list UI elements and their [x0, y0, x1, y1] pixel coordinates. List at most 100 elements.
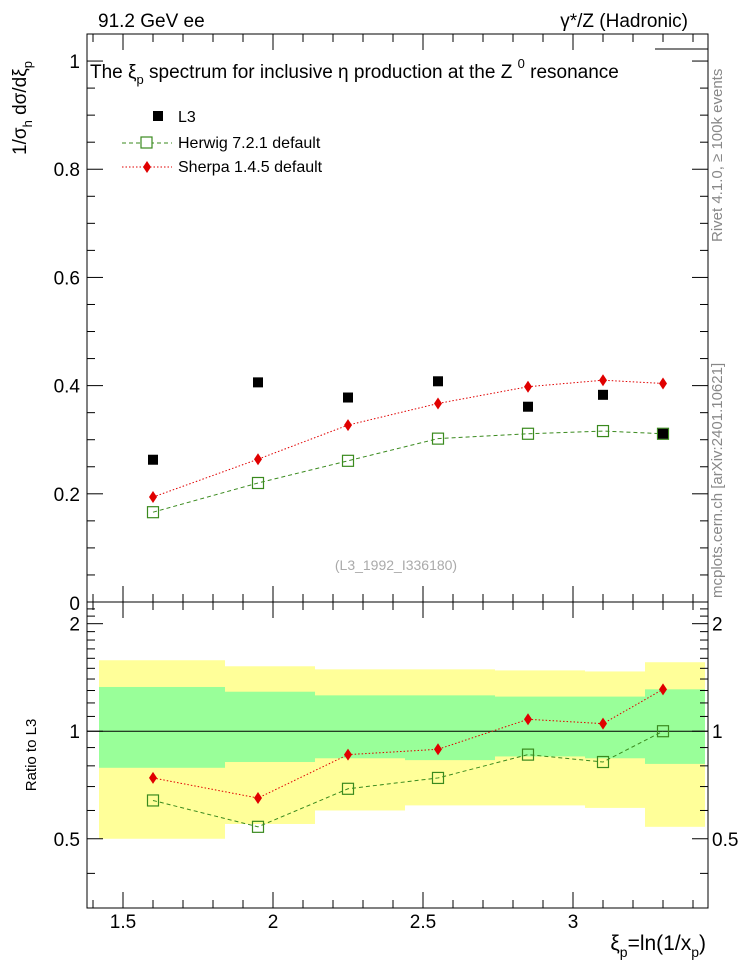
- sherpa-point: [344, 419, 352, 432]
- stat-band-bin: [645, 689, 705, 764]
- main-y-ticks: 0.2 0.4 0.6 0.8 1 0: [54, 34, 708, 615]
- y-tick-label: 0.8: [54, 160, 80, 181]
- ratio-herwig-point: [521, 748, 535, 761]
- ratio-y-label: Ratio to L3: [23, 719, 40, 792]
- ratio-herwig-point: [656, 725, 670, 738]
- main-y-label-part: dσ/dξ: [10, 68, 31, 120]
- x-label-sub: p: [691, 944, 699, 960]
- plot-title-sup: 0: [518, 56, 525, 71]
- sherpa-point: [254, 453, 262, 466]
- herwig-point: [251, 476, 265, 490]
- plot-title: The ξp spectrum for inclusive η producti…: [90, 56, 619, 87]
- herwig-line: [152, 430, 664, 513]
- x-label-part: =ln(1/x: [628, 932, 692, 955]
- ratio-ticks: 0.5 0.5 1 1 2 2 1.5 2 2.5 3: [54, 602, 738, 933]
- ratio-sherpa-point: [254, 792, 262, 805]
- main-y-label: 1/σh dσ/dξp: [10, 61, 35, 155]
- stat-band-bin: [495, 696, 585, 757]
- legend-marker-l3: [153, 111, 163, 121]
- ratio-herwig-line: [152, 730, 664, 828]
- ratio-sherpa-point: [434, 743, 442, 756]
- l3-data-point: [253, 377, 263, 388]
- rivet-label: Rivet 4.1.0, ≥ 100k events: [709, 69, 726, 242]
- main-series: [146, 374, 670, 519]
- legend-label-l3: L3: [178, 109, 196, 126]
- y-tick-label: 1: [69, 52, 80, 73]
- mcplots-label: mcplots.cern.ch [arXiv:2401.10621]: [709, 363, 726, 598]
- stat-band-bin: [585, 696, 645, 759]
- herwig-point: [656, 427, 670, 440]
- l3-data-point: [523, 401, 533, 412]
- ratio-herwig-point: [251, 820, 265, 833]
- sherpa-point: [659, 377, 667, 390]
- ratio-sherpa-point: [149, 771, 157, 784]
- ratio-sherpa-point: [344, 748, 352, 761]
- y-tick-label: 0.4: [54, 377, 81, 398]
- ratio-series: [146, 683, 670, 833]
- ratio-plot-frame: [86, 601, 709, 909]
- ratio-herwig-point: [341, 782, 355, 795]
- herwig-point: [596, 424, 610, 438]
- l3-data-point: [433, 376, 443, 387]
- herwig-point: [431, 432, 445, 445]
- header-right: γ*/Z (Hadronic): [560, 11, 688, 32]
- main-y-label-sub: p: [20, 61, 35, 68]
- herwig-point: [146, 506, 160, 519]
- ratio-herwig-point: [146, 794, 160, 807]
- sherpa-line: [152, 379, 664, 498]
- stat-band-bin: [315, 695, 405, 759]
- main-y-label-part: 1/σ: [10, 127, 31, 155]
- legend-marker-sherpa: [143, 161, 151, 173]
- l3-data-point: [598, 389, 608, 400]
- plot-title-sub: p: [137, 72, 144, 87]
- ratio-sherpa-point: [659, 683, 667, 696]
- x-tick-label: 3: [568, 912, 579, 933]
- ratio-sherpa-point: [599, 717, 607, 730]
- x-tick-label: 2: [268, 912, 279, 933]
- sherpa-point: [524, 380, 532, 393]
- header-left: 91.2 GeV ee: [98, 11, 205, 32]
- herwig-point: [521, 427, 535, 440]
- plot-title-part: spectrum for inclusive η production at t…: [144, 62, 518, 83]
- ratio-herwig-point: [431, 771, 445, 785]
- x-tick-label: 1.5: [110, 912, 136, 933]
- l3-data-point: [343, 392, 353, 403]
- plot-title-part: The ξ: [90, 62, 137, 83]
- ratio-herwig-point: [596, 755, 610, 769]
- legend-label-herwig: Herwig 7.2.1 default: [178, 135, 321, 152]
- ratio-x-label: ξp=ln(1/xp): [610, 932, 706, 960]
- ratio-bands: [99, 660, 705, 839]
- sherpa-point: [434, 397, 442, 410]
- sherpa-point: [149, 491, 157, 504]
- ratio-sherpa-point: [524, 713, 532, 726]
- ratio-y-tick-label: 1: [69, 722, 80, 743]
- y-tick-label-zero: 0: [69, 594, 80, 615]
- ratio-y-tick-label-right: 1: [712, 722, 723, 743]
- y-tick-label: 0.6: [54, 268, 80, 289]
- sherpa-point: [599, 374, 607, 387]
- ratio-y-tick-label-right: 2: [712, 615, 723, 636]
- l3-data-point: [658, 428, 668, 439]
- ratio-y-tick-label: 2: [69, 615, 80, 636]
- legend-label-sherpa: Sherpa 1.4.5 default: [178, 159, 323, 176]
- x-label-part: ξ: [610, 932, 619, 955]
- ratio-y-tick-label: 0.5: [54, 830, 80, 851]
- legend-marker-herwig: [140, 136, 153, 149]
- x-label-part: ): [699, 932, 706, 955]
- stat-band-bin: [99, 686, 225, 768]
- main-plot: 0.20.40.60.810 The ξp spectrum for inclu…: [10, 33, 709, 615]
- ratio-plot: 0.5 0.51 12 21.5 2 2.5 3 Ratio to L3 ξp=ln(1/x…: [23, 601, 738, 960]
- analysis-watermark: (L3_1992_I336180): [335, 557, 457, 573]
- x-tick-label: 2.5: [410, 912, 436, 933]
- stat-band-bin: [405, 695, 495, 761]
- l3-data-point: [148, 454, 158, 465]
- legend: L3 Herwig 7.2.1 default Sherpa 1.4.5 def…: [122, 109, 323, 176]
- y-tick-label: 0.2: [54, 485, 80, 506]
- main-y-label-sub: h: [20, 120, 35, 127]
- herwig-point: [341, 454, 355, 467]
- plot-title-part: resonance: [525, 62, 619, 83]
- x-label-sub: p: [620, 944, 628, 960]
- stat-band-bin: [225, 691, 315, 763]
- ratio-y-tick-label-right: 0.5: [712, 830, 738, 851]
